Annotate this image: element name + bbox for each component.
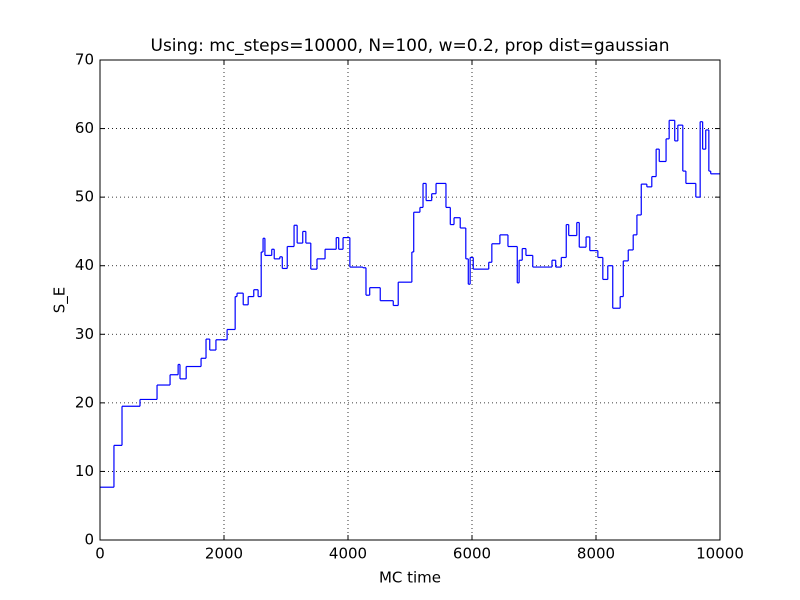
y-tick-label: 30 [75, 325, 94, 343]
y-tick-label: 40 [75, 256, 94, 274]
x-tick-label: 6000 [453, 545, 491, 563]
x-axis-label: MC time [379, 569, 441, 587]
x-tick-label: 0 [95, 545, 105, 563]
y-tick-label: 10 [75, 462, 94, 480]
x-tick-label: 2000 [205, 545, 243, 563]
y-tick-label: 70 [75, 51, 94, 69]
y-tick-label: 50 [75, 188, 94, 206]
chart-title: Using: mc_steps=10000, N=100, w=0.2, pro… [151, 36, 670, 56]
y-tick-label: 20 [75, 393, 94, 411]
x-tick-label: 4000 [329, 545, 367, 563]
x-tick-label: 8000 [577, 545, 615, 563]
x-tick-label: 10000 [696, 545, 744, 563]
y-tick-label: 0 [84, 531, 94, 549]
axes-frame [99, 59, 721, 541]
plot-area [99, 59, 721, 541]
y-tick-label: 60 [75, 119, 94, 137]
y-axis-label: S_E [51, 287, 70, 314]
